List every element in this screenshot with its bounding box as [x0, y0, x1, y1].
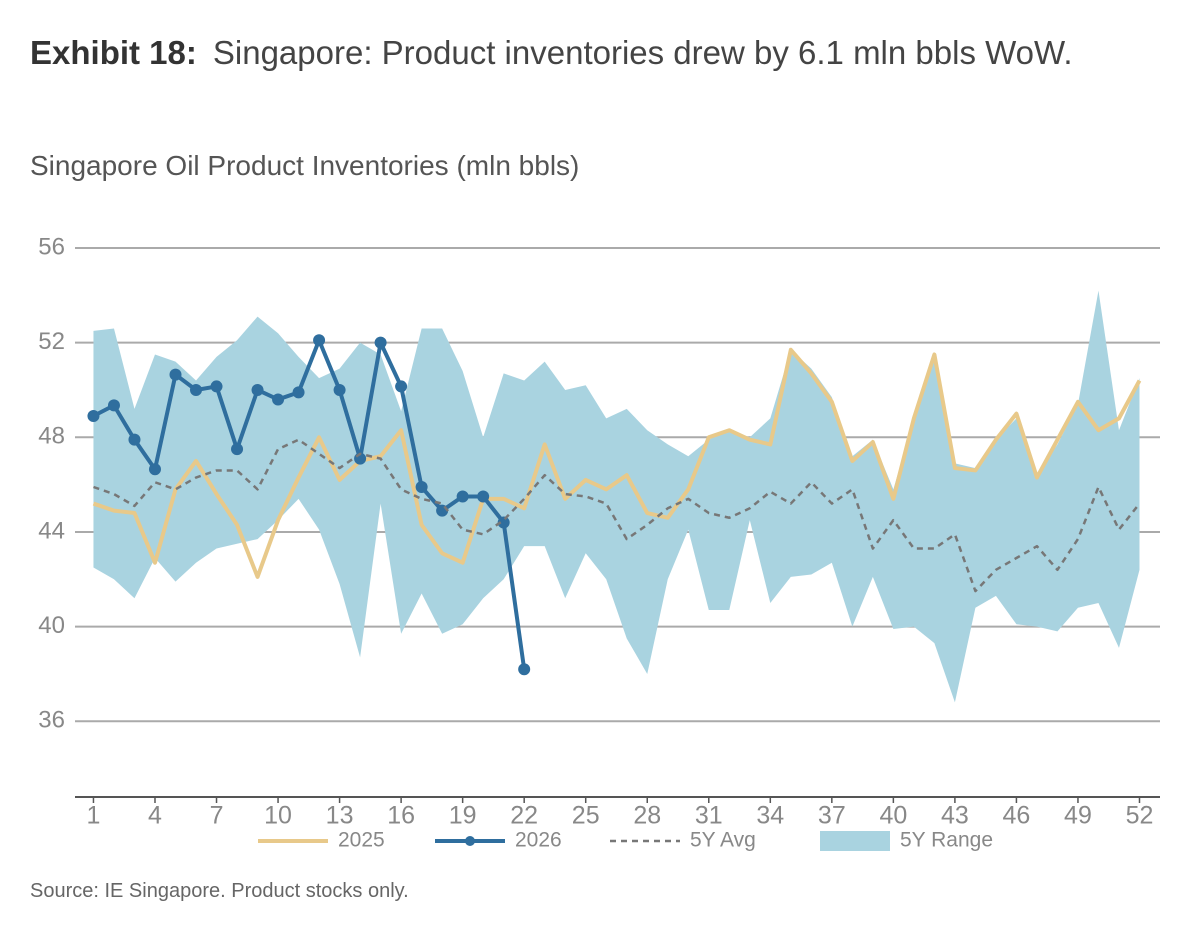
x-tick-label: 1 [87, 802, 101, 830]
series-marker [231, 443, 244, 456]
x-tick-label: 28 [633, 802, 661, 830]
series-marker [148, 463, 161, 476]
exhibit-label: Exhibit 18: [30, 34, 197, 71]
series-marker [210, 380, 223, 393]
y-tick-label: 36 [38, 707, 65, 734]
series-marker [190, 383, 203, 396]
series-marker [333, 383, 346, 396]
x-tick-label: 25 [572, 802, 600, 830]
y-tick-label: 48 [38, 423, 65, 450]
legend-label: 2025 [338, 829, 385, 852]
chart-title: Singapore Oil Product Inventories (mln b… [30, 150, 580, 181]
series-marker [415, 481, 428, 494]
legend-label: 5Y Range [900, 829, 993, 852]
series-marker [477, 490, 490, 503]
series-line [92, 347, 1142, 579]
series-marker [169, 368, 182, 381]
x-tick-label: 10 [264, 802, 292, 830]
x-tick-label: 31 [695, 802, 723, 830]
x-tick-label: 37 [818, 802, 846, 830]
x-tick-label: 7 [210, 802, 224, 830]
y-tick-label: 56 [38, 233, 65, 260]
headline-block: Exhibit 18: Singapore: Product inventorie… [30, 22, 1155, 84]
legend-swatch [820, 831, 890, 851]
series-marker [395, 380, 408, 393]
series-line [93, 438, 1141, 593]
x-tick-label: 40 [879, 802, 907, 830]
series-marker [272, 393, 285, 406]
series-marker [374, 336, 387, 349]
series-line [92, 338, 527, 670]
x-tick-label: 22 [510, 802, 538, 830]
series-marker [87, 410, 100, 423]
x-tick-label: 49 [1064, 802, 1092, 830]
series-marker [456, 490, 469, 503]
y-tick-label: 52 [38, 328, 65, 355]
series-marker [292, 386, 305, 399]
x-tick-label: 19 [449, 802, 477, 830]
legend-label: 5Y Avg [690, 829, 756, 852]
x-tick-label: 16 [387, 802, 415, 830]
series-marker [518, 663, 531, 676]
x-tick-label: 43 [941, 802, 969, 830]
headline: Singapore: Product inventories drew by 6… [212, 34, 1073, 71]
y-tick-label: 40 [38, 612, 65, 639]
legend-label: 2026 [515, 829, 562, 852]
series-marker [107, 399, 120, 412]
source-note: Source: IE Singapore. Product stocks onl… [30, 880, 409, 902]
x-tick-label: 34 [756, 802, 784, 830]
series-marker [313, 334, 326, 347]
series-marker [497, 516, 510, 529]
y-tick-label: 44 [38, 517, 65, 544]
legend-marker [465, 836, 475, 846]
x-tick-label: 52 [1126, 802, 1154, 830]
x-tick-label: 13 [326, 802, 354, 830]
range-area [93, 290, 1140, 703]
x-tick-label: 4 [148, 802, 162, 830]
series-marker [128, 433, 141, 446]
x-tick-label: 46 [1003, 802, 1031, 830]
series-marker [251, 383, 264, 396]
